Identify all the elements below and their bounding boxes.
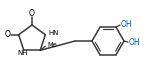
Text: OH: OH [128, 38, 140, 47]
Text: O: O [5, 30, 10, 39]
Text: Me: Me [47, 42, 57, 48]
Text: O: O [29, 10, 35, 18]
Text: OH: OH [120, 20, 132, 29]
Text: NH: NH [17, 50, 28, 56]
Text: HN: HN [49, 30, 59, 36]
